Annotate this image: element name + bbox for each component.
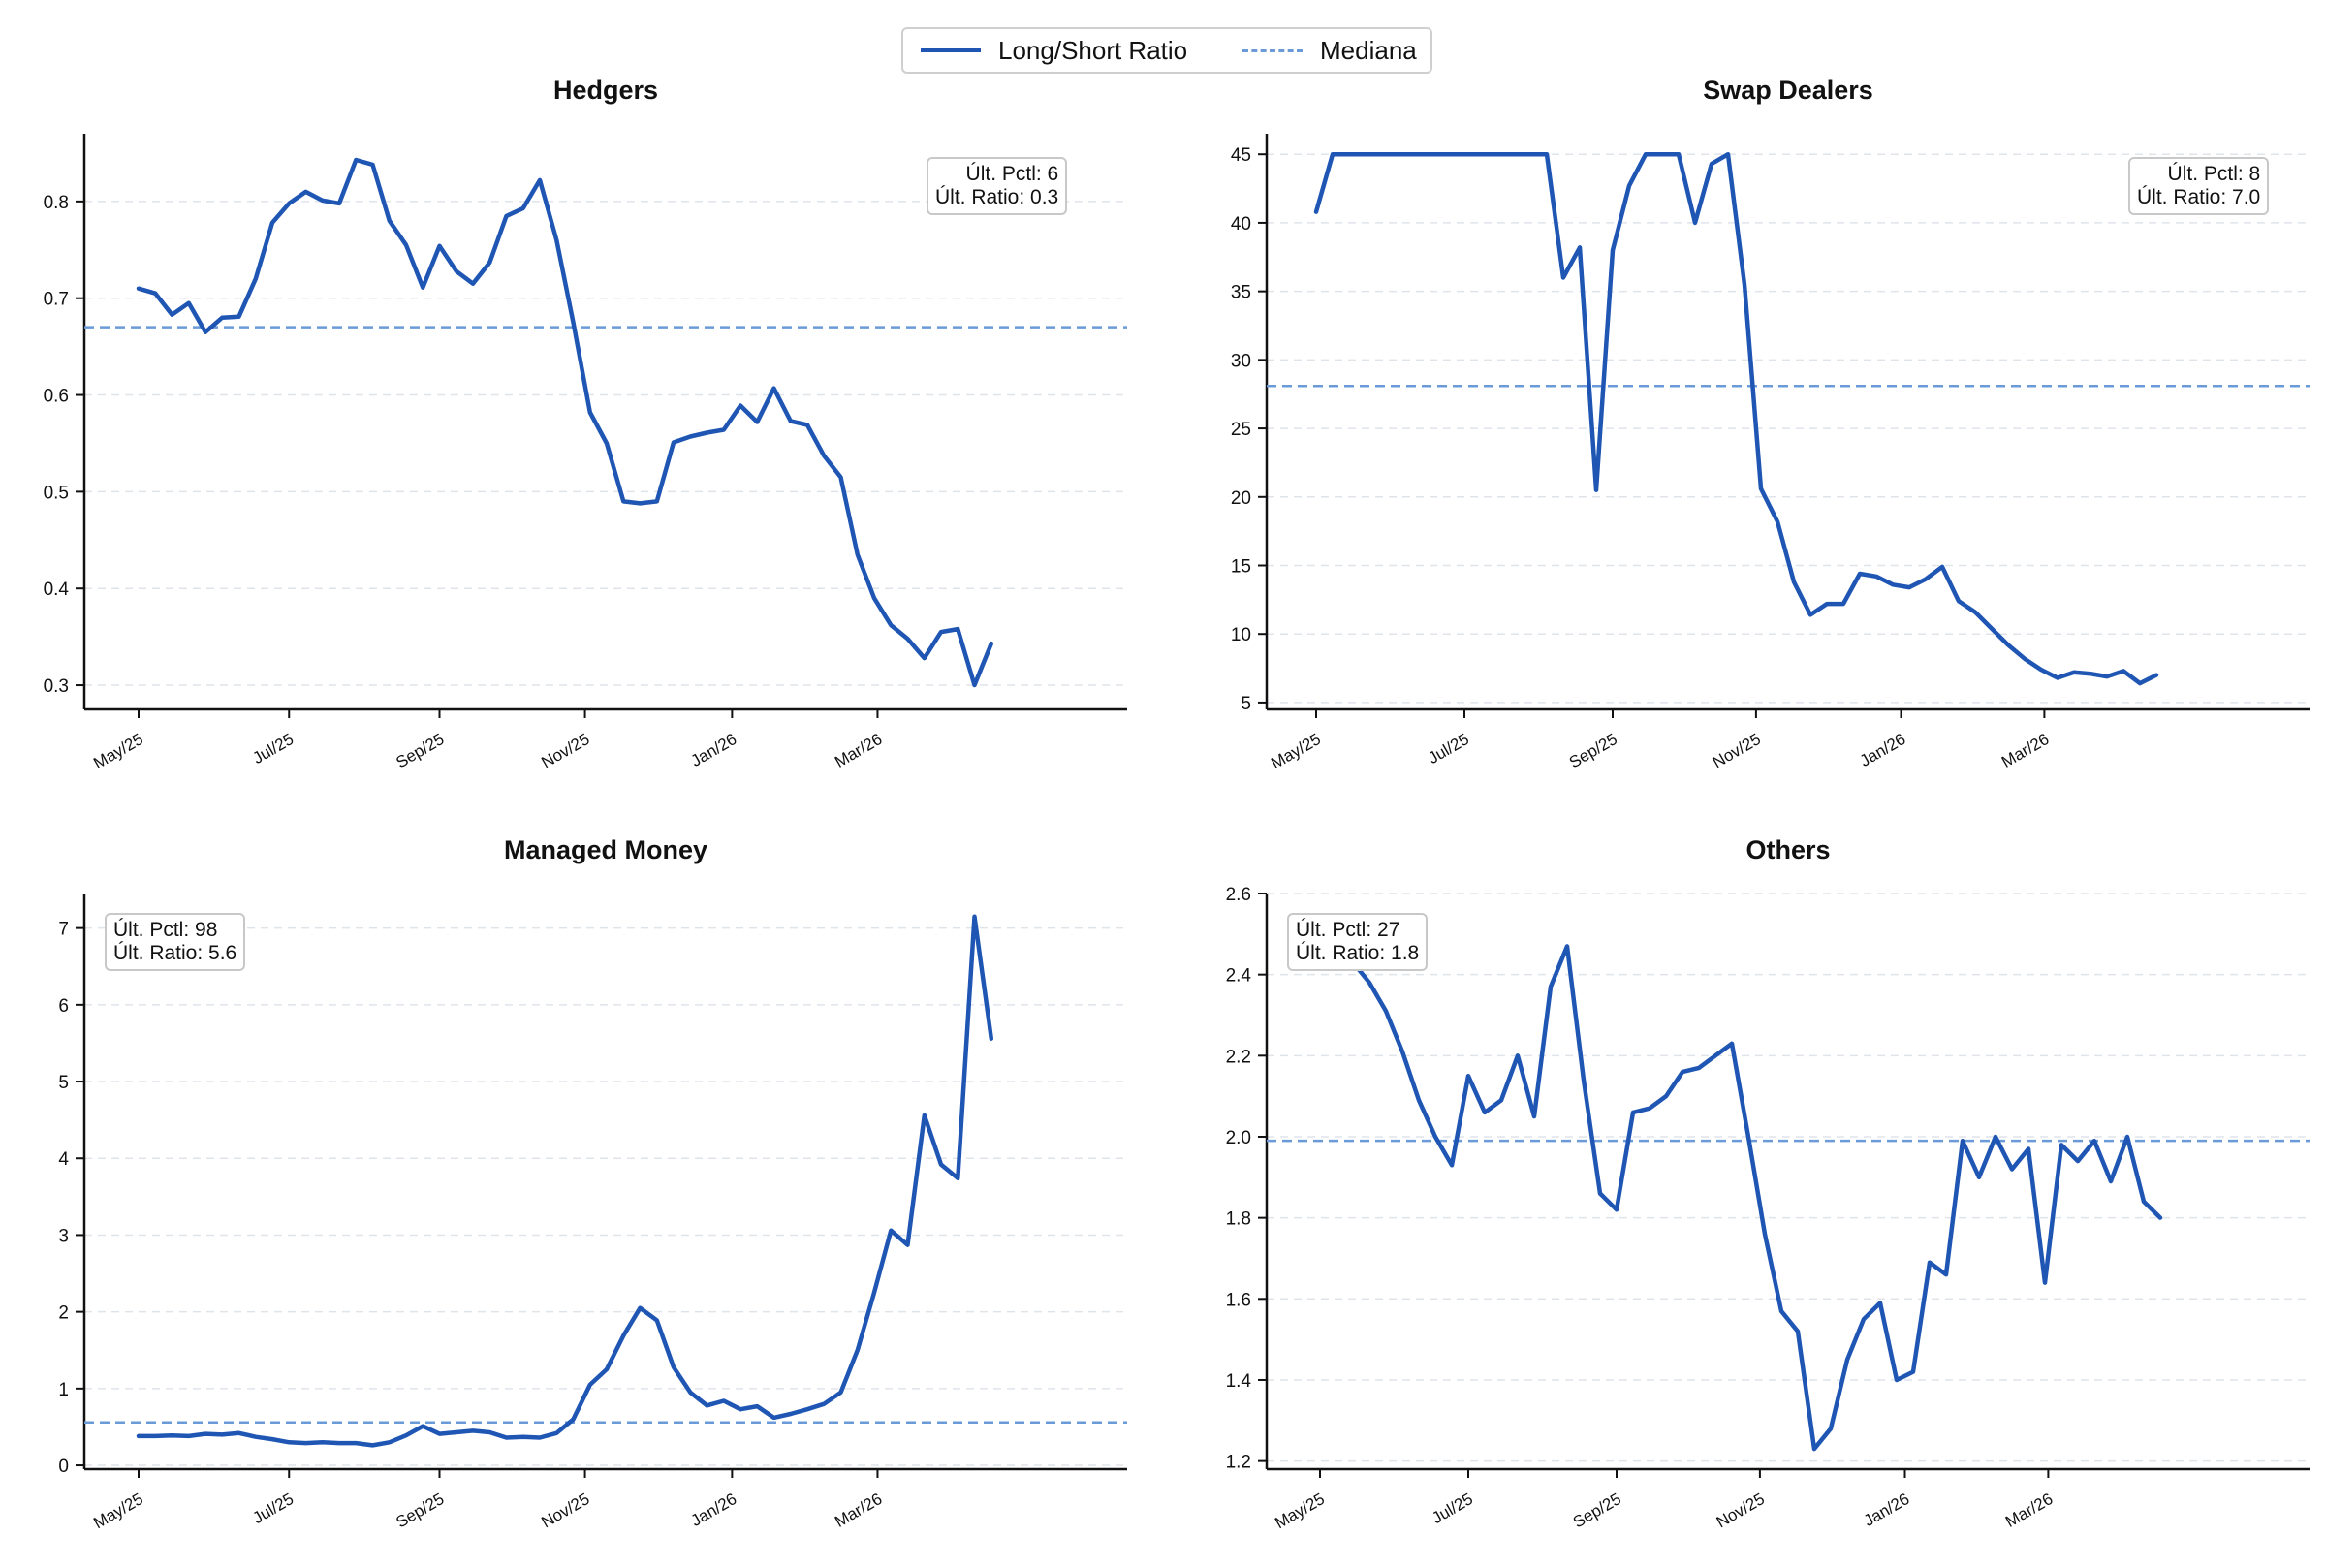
x-tick-label: May/25: [1272, 1490, 1328, 1532]
annotation-pctl: Últ. Pctl: 98: [113, 919, 218, 941]
x-tick-label: May/25: [1268, 730, 1324, 772]
x-tick-label: Mar/26: [1998, 730, 2052, 771]
y-tick-label: 45: [1231, 145, 1251, 166]
series-line-long-short-ratio: [1317, 924, 2163, 1452]
chart-title: Managed Money: [504, 835, 707, 864]
x-tick-label: Mar/26: [832, 1490, 885, 1531]
y-tick-label: 0.7: [44, 290, 69, 310]
y-tick-label: 1.6: [1226, 1290, 1251, 1310]
x-tick-label: Sep/25: [393, 730, 447, 771]
y-tick-label: 2.4: [1226, 966, 1252, 987]
y-tick-label: 5: [1241, 694, 1251, 714]
series-line-long-short-ratio: [136, 157, 994, 688]
y-tick-label: 2.6: [1226, 885, 1251, 905]
annotation-managed-money: Últ. Pctl: 98 Últ. Ratio: 5.6: [105, 913, 246, 971]
y-tick-label: 2.0: [1226, 1128, 1251, 1148]
x-tick-label: Mar/26: [2002, 1490, 2056, 1531]
annotation-ratio: Últ. Ratio: 0.3: [935, 186, 1059, 208]
chart-title: Others: [1745, 835, 1830, 864]
x-tick-label: May/25: [90, 730, 146, 772]
x-tick-label: Nov/25: [538, 730, 592, 771]
x-tick-label: Jul/25: [249, 730, 297, 768]
y-tick-label: 35: [1231, 283, 1251, 303]
y-tick-label: 2.2: [1226, 1047, 1251, 1067]
y-tick-label: 0.6: [44, 387, 69, 407]
x-tick-label: Sep/25: [393, 1490, 447, 1531]
x-tick-label: Jan/26: [688, 1490, 740, 1530]
y-tick-label: 3: [58, 1226, 69, 1246]
annotation-pctl: Últ. Pctl: 6: [965, 163, 1059, 185]
y-tick-label: 0.8: [44, 193, 69, 213]
y-tick-label: 40: [1231, 214, 1251, 235]
y-tick-label: 6: [58, 996, 69, 1017]
annotation-hedgers: Últ. Pctl: 6 Últ. Ratio: 0.3: [927, 157, 1068, 215]
y-tick-label: 20: [1231, 488, 1251, 509]
x-tick-label: Jan/26: [1861, 1490, 1913, 1530]
x-tick-label: Sep/25: [1570, 1490, 1624, 1531]
y-tick-label: 0.4: [44, 580, 70, 600]
x-tick-label: Nov/25: [538, 1490, 592, 1531]
y-tick-label: 30: [1231, 351, 1251, 371]
y-tick-label: 1.8: [1226, 1209, 1251, 1230]
annotation-others: Últ. Pctl: 27 Últ. Ratio: 1.8: [1287, 913, 1429, 971]
x-tick-label: Jan/26: [688, 730, 740, 770]
legend-line-label: Long/Short Ratio: [998, 35, 1188, 65]
y-tick-label: 1: [58, 1380, 69, 1400]
x-tick-label: Jul/25: [249, 1490, 297, 1527]
chart-title: Hedgers: [553, 76, 658, 105]
legend-line-swatch: [921, 48, 981, 52]
legend-item-median: Mediana: [1242, 29, 1417, 72]
y-tick-label: 25: [1231, 420, 1251, 440]
y-tick-label: 0.3: [44, 676, 69, 697]
series-line-long-short-ratio: [1313, 151, 2159, 686]
series-line-long-short-ratio: [136, 914, 994, 1448]
y-tick-label: 7: [58, 920, 69, 940]
y-tick-label: 4: [58, 1149, 69, 1170]
y-tick-label: 10: [1231, 625, 1251, 645]
x-tick-label: Sep/25: [1566, 730, 1620, 771]
y-tick-label: 1.2: [1226, 1453, 1251, 1473]
legend-item-line: Long/Short Ratio: [921, 29, 1187, 72]
x-tick-label: Jan/26: [1857, 730, 1909, 770]
y-tick-label: 2: [58, 1303, 69, 1324]
y-tick-label: 0: [58, 1457, 69, 1477]
annotation-swap-dealers: Últ. Pctl: 8 Últ. Ratio: 7.0: [2128, 157, 2270, 215]
annotation-ratio: Últ. Ratio: 5.6: [113, 942, 237, 964]
y-tick-label: 0.5: [44, 483, 69, 503]
x-tick-label: Nov/25: [1713, 1490, 1768, 1531]
y-tick-label: 15: [1231, 557, 1251, 578]
x-tick-label: Mar/26: [832, 730, 885, 771]
legend: Long/Short Ratio Mediana: [901, 27, 1432, 74]
legend-median-label: Mediana: [1320, 35, 1417, 65]
x-tick-label: Nov/25: [1710, 730, 1764, 771]
legend-median-swatch: [1242, 48, 1303, 52]
y-tick-label: 5: [58, 1073, 69, 1093]
annotation-ratio: Últ. Ratio: 1.8: [1296, 942, 1420, 964]
x-tick-label: Jul/25: [1429, 1490, 1476, 1527]
annotation-ratio: Últ. Ratio: 7.0: [2137, 186, 2261, 208]
x-tick-label: May/25: [90, 1490, 146, 1532]
chart-title: Swap Dealers: [1703, 76, 1873, 105]
annotation-pctl: Últ. Pctl: 8: [2167, 163, 2261, 185]
annotation-pctl: Últ. Pctl: 27: [1296, 919, 1400, 941]
y-tick-label: 1.4: [1226, 1371, 1252, 1392]
x-tick-label: Jul/25: [1425, 730, 1472, 768]
